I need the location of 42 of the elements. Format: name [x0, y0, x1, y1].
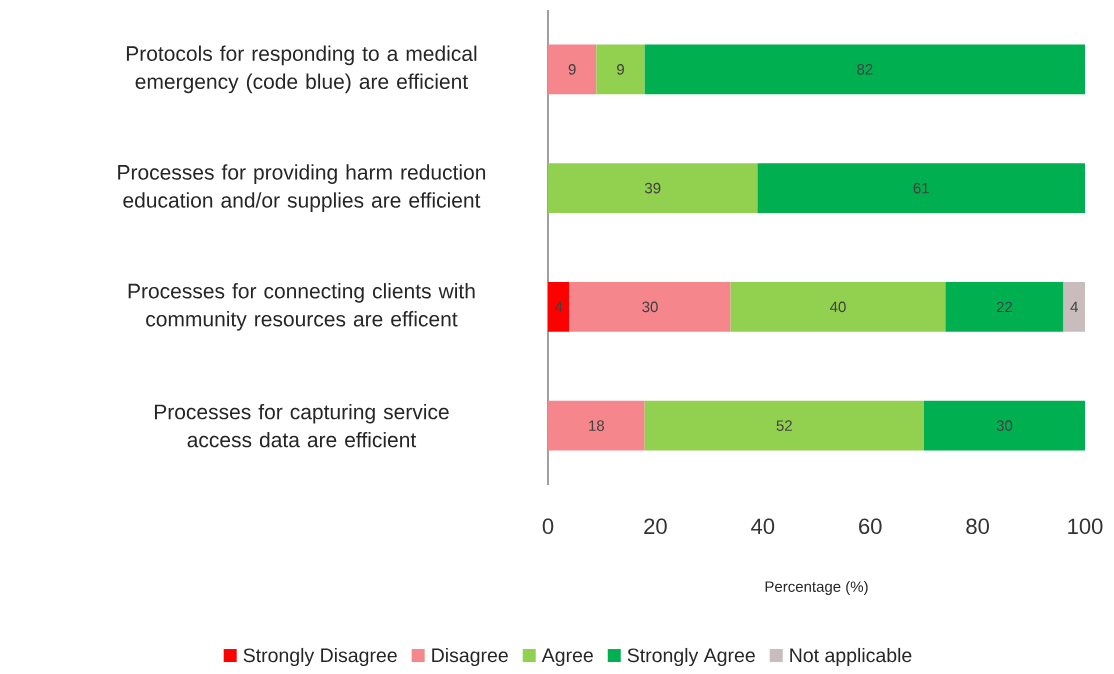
y-tick-label: Protocols for responding to a medical emergency (code blue) are efficient [126, 45, 477, 94]
bar [644, 44, 1086, 95]
legend-label: Strongly Agree [627, 647, 755, 667]
x-tick-label: 20 [644, 518, 667, 535]
x-tick-label: 0 [542, 518, 554, 535]
y-tick-label: Processes for connecting clients with community resources are efficent [128, 283, 475, 331]
data-label: 40 [829, 301, 846, 313]
data-label: 39 [644, 182, 661, 194]
x-tick-label: 80 [966, 518, 989, 535]
bar [548, 400, 645, 451]
data-label: 18 [589, 420, 605, 431]
data-label: 61 [913, 182, 929, 194]
data-label: 52 [776, 420, 792, 431]
bar [923, 400, 1086, 451]
data-label: 4 [554, 301, 563, 313]
bar [730, 281, 946, 332]
data-label: 4 [1070, 301, 1078, 313]
legend-label: Agree [541, 648, 593, 667]
bar [945, 281, 1064, 332]
bar [548, 44, 597, 95]
bar [548, 281, 570, 332]
data-label: 30 [642, 301, 658, 313]
x-axis-title: Percentage (%) [765, 580, 868, 595]
bar [644, 400, 924, 451]
bar [596, 44, 645, 95]
bar [1063, 281, 1086, 332]
legend-label: Not applicable [790, 647, 912, 667]
bar [548, 163, 758, 214]
data-label: 22 [996, 301, 1013, 313]
y-tick-label: Processes for capturing service access data are efficient [154, 403, 449, 448]
x-tick-label: 40 [751, 518, 775, 535]
bar [757, 163, 1086, 214]
data-label: 9 [617, 64, 624, 75]
data-label: 9 [568, 64, 576, 75]
legend-label: Strongly Disagree [243, 647, 397, 667]
data-label: 30 [996, 420, 1013, 431]
y-tick-label: Processes for providing harm reduction education and/or supplies are efficient [118, 164, 486, 212]
bar [569, 281, 731, 332]
x-tick-label: 60 [859, 518, 882, 535]
legend-label: Disagree [432, 647, 508, 667]
x-tick-label: 100 [1068, 518, 1103, 535]
data-label: 82 [857, 64, 873, 75]
